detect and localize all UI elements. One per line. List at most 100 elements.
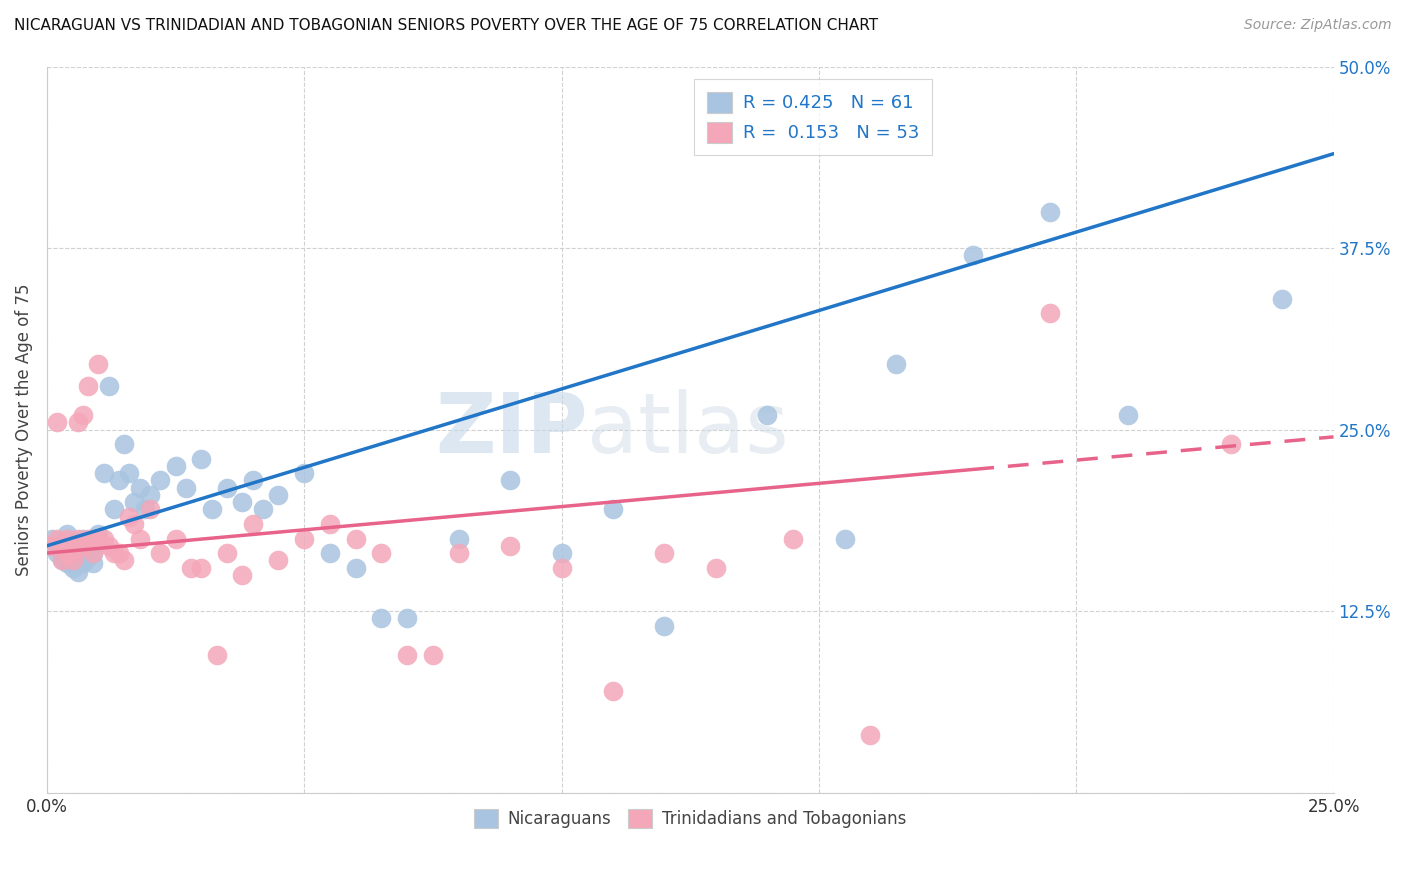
Point: [396, 648, 419, 662]
Point: [370, 611, 392, 625]
Point: [66, 532, 89, 546]
Point: [72, 539, 94, 553]
Point: [72, 546, 94, 560]
Point: [77, 550, 100, 565]
Point: [97, 379, 120, 393]
Point: [319, 546, 342, 560]
Point: [165, 532, 187, 546]
Point: [422, 648, 444, 662]
Point: [499, 474, 522, 488]
Point: [602, 684, 624, 698]
Point: [231, 567, 253, 582]
Point: [62, 560, 84, 574]
Point: [834, 532, 856, 546]
Text: ZIP: ZIP: [434, 389, 588, 470]
Point: [46, 546, 69, 560]
Point: [174, 481, 197, 495]
Point: [118, 509, 141, 524]
Point: [447, 532, 470, 546]
Point: [267, 488, 290, 502]
Point: [51, 536, 73, 550]
Point: [292, 466, 315, 480]
Point: [62, 546, 84, 560]
Text: atlas: atlas: [588, 389, 789, 470]
Point: [112, 437, 135, 451]
Point: [704, 560, 727, 574]
Point: [149, 546, 172, 560]
Point: [654, 618, 676, 632]
Point: [447, 546, 470, 560]
Point: [149, 474, 172, 488]
Point: [396, 611, 419, 625]
Point: [56, 532, 79, 546]
Point: [180, 560, 202, 574]
Point: [66, 553, 89, 567]
Point: [215, 546, 238, 560]
Point: [82, 546, 104, 560]
Point: [124, 495, 146, 509]
Point: [124, 516, 146, 531]
Point: [242, 474, 264, 488]
Point: [118, 466, 141, 480]
Point: [51, 539, 73, 553]
Point: [46, 416, 69, 430]
Point: [242, 516, 264, 531]
Point: [41, 532, 63, 546]
Text: NICARAGUAN VS TRINIDADIAN AND TOBAGONIAN SENIORS POVERTY OVER THE AGE OF 75 CORR: NICARAGUAN VS TRINIDADIAN AND TOBAGONIAN…: [14, 18, 879, 33]
Point: [103, 546, 125, 560]
Point: [46, 532, 69, 546]
Point: [190, 451, 212, 466]
Y-axis label: Seniors Poverty Over the Age of 75: Seniors Poverty Over the Age of 75: [15, 284, 32, 576]
Point: [134, 502, 156, 516]
Point: [231, 495, 253, 509]
Point: [344, 532, 367, 546]
Point: [108, 474, 131, 488]
Point: [56, 549, 79, 563]
Point: [139, 502, 162, 516]
Point: [66, 536, 89, 550]
Point: [962, 248, 984, 262]
Point: [319, 516, 342, 531]
Point: [205, 648, 228, 662]
Point: [82, 556, 104, 570]
Point: [62, 541, 84, 556]
Point: [654, 546, 676, 560]
Point: [66, 565, 89, 579]
Point: [344, 560, 367, 574]
Point: [1039, 204, 1062, 219]
Point: [267, 553, 290, 567]
Point: [128, 481, 150, 495]
Point: [51, 541, 73, 556]
Point: [200, 502, 222, 516]
Point: [1039, 306, 1062, 320]
Point: [292, 532, 315, 546]
Point: [756, 408, 779, 422]
Point: [46, 539, 69, 553]
Point: [1271, 292, 1294, 306]
Point: [41, 539, 63, 553]
Point: [66, 416, 89, 430]
Point: [72, 532, 94, 546]
Point: [56, 527, 79, 541]
Point: [884, 357, 907, 371]
Point: [550, 560, 572, 574]
Point: [782, 532, 804, 546]
Point: [139, 488, 162, 502]
Point: [87, 357, 110, 371]
Point: [62, 550, 84, 565]
Point: [370, 546, 392, 560]
Legend: Nicaraguans, Trinidadians and Tobagonians: Nicaraguans, Trinidadians and Tobagonian…: [468, 803, 912, 835]
Text: Source: ZipAtlas.com: Source: ZipAtlas.com: [1244, 18, 1392, 32]
Point: [56, 546, 79, 560]
Point: [499, 539, 522, 553]
Point: [82, 532, 104, 546]
Point: [72, 556, 94, 570]
Point: [550, 546, 572, 560]
Point: [128, 532, 150, 546]
Point: [1219, 437, 1241, 451]
Point: [103, 502, 125, 516]
Point: [62, 553, 84, 567]
Point: [602, 502, 624, 516]
Point: [87, 532, 110, 546]
Point: [87, 527, 110, 541]
